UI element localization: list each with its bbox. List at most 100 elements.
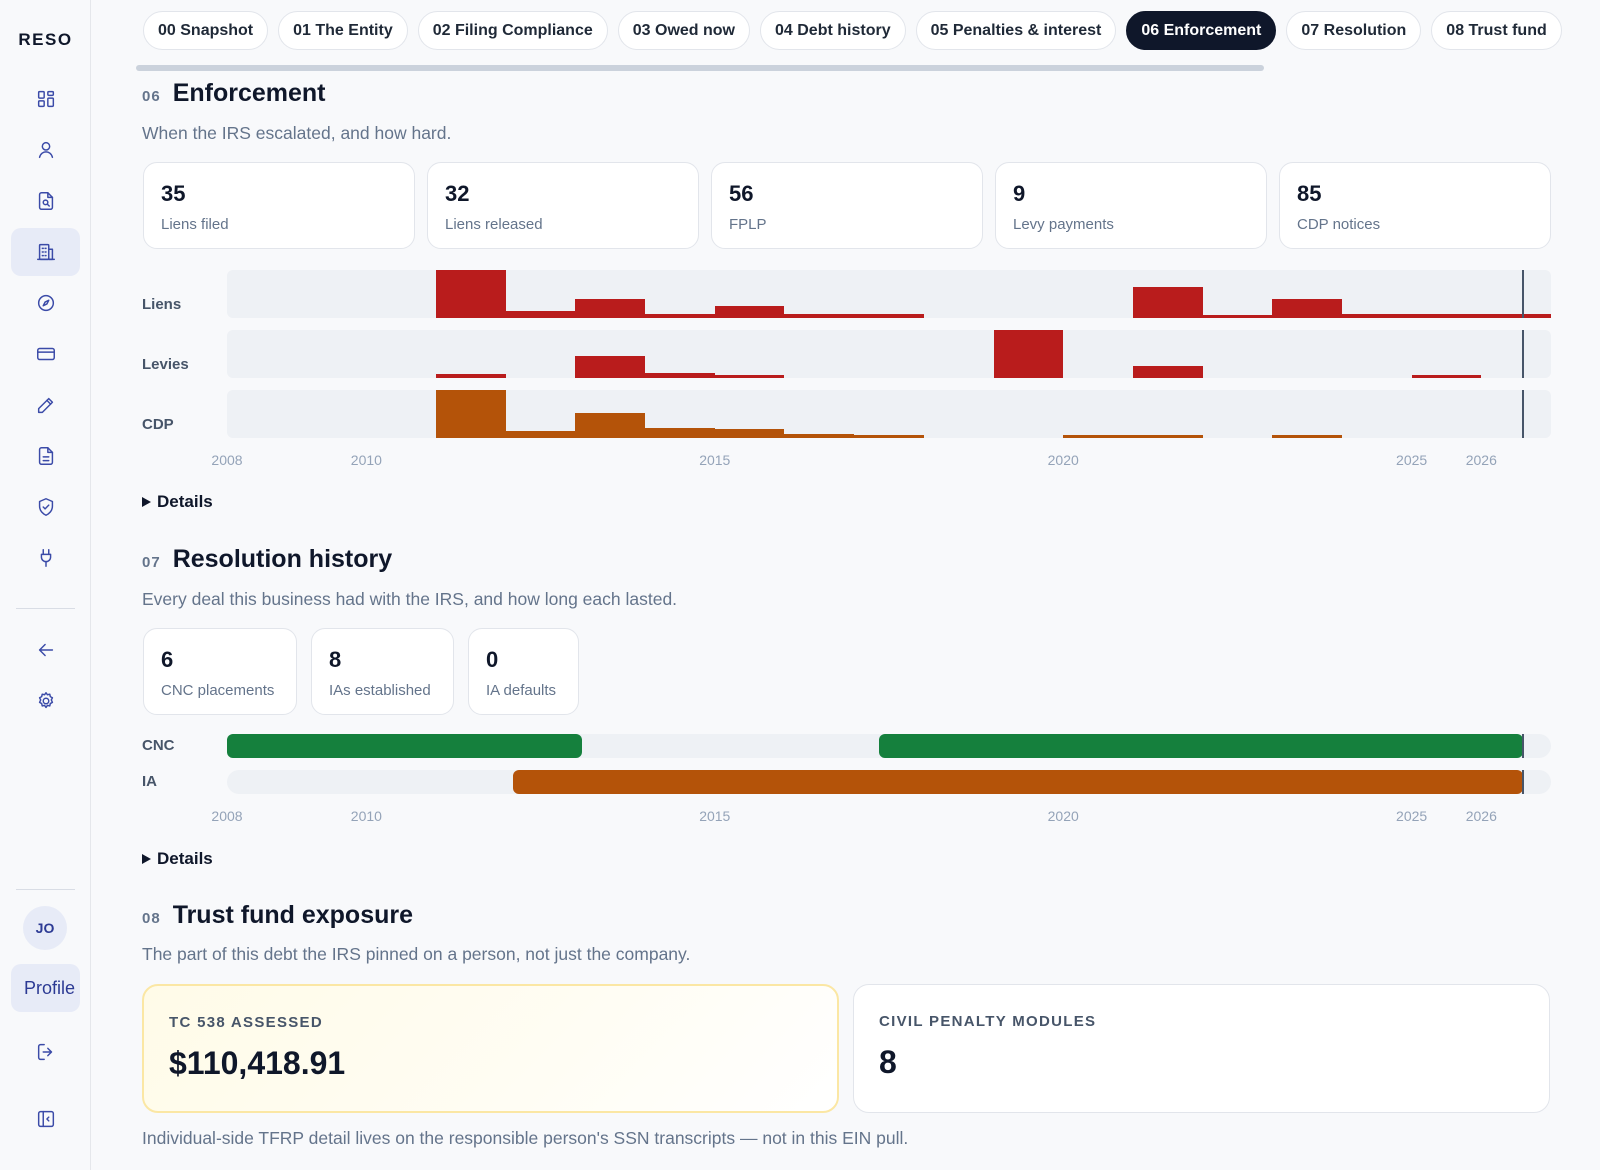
bar-liens-2014	[645, 314, 715, 318]
arrow-left-icon	[38, 643, 53, 657]
tab-owed-now[interactable]: 03 Owed now	[617, 11, 750, 50]
bar-cdp-2012	[505, 430, 576, 438]
nav-back[interactable]	[11, 626, 80, 674]
tabs-scrollbar[interactable]	[136, 65, 1264, 71]
tab-the-entity[interactable]: 01 The Entity	[278, 11, 408, 50]
resolution-details-toggle[interactable]: Details	[142, 849, 213, 869]
stat-card-cnc-placements: 6 CNC placements	[143, 628, 297, 715]
compass-icon	[37, 294, 54, 312]
nav-settings[interactable]	[11, 677, 80, 725]
bar-liens-2022	[1202, 315, 1273, 318]
tab-debt-history[interactable]: 04 Debt history	[760, 11, 906, 50]
now-marker	[1522, 770, 1525, 794]
nav-file[interactable]	[11, 432, 80, 480]
sidebar-toggle-icon	[37, 1110, 54, 1128]
stat-card-levy-payments: 9 Levy payments	[995, 162, 1267, 249]
stat-label: CDP notices	[1297, 216, 1381, 233]
building-icon	[36, 243, 55, 261]
tab-enforcement[interactable]: 06 Enforcement	[1126, 11, 1277, 50]
stat-card-ias-established: 8 IAs established	[311, 628, 454, 715]
card-label: TC 538 ASSESSED	[169, 1014, 323, 1031]
bar-liens-2017	[854, 314, 924, 318]
now-marker	[1522, 734, 1525, 758]
bar-cdp-2014	[645, 428, 715, 438]
stat-value: 32	[445, 181, 470, 206]
resolution-header: 07 Resolution history	[142, 545, 392, 574]
year-tick-2020: 2020	[1047, 808, 1079, 824]
nav-shield[interactable]	[11, 483, 80, 531]
sidebar-divider	[16, 608, 75, 609]
year-tick-2010: 2010	[350, 808, 382, 824]
nav-dashboard[interactable]	[11, 75, 80, 123]
dashboard-icon	[37, 90, 54, 108]
now-marker	[1522, 330, 1525, 378]
tab-resolution[interactable]: 07 Resolution	[1286, 11, 1422, 50]
stat-value: 35	[161, 181, 186, 206]
enforcement-details-toggle[interactable]: Details	[142, 492, 213, 512]
span-cnc-1	[878, 734, 1524, 758]
bar-cdp-2020	[1063, 435, 1133, 438]
section-title: Resolution history	[172, 545, 393, 573]
avatar[interactable]: JO	[23, 906, 67, 950]
bar-levies-2015	[714, 375, 785, 378]
bar-liens-2016	[784, 314, 855, 318]
nav-edit[interactable]	[11, 381, 80, 429]
tc538-assessed-card: TC 538 ASSESSED $110,418.91	[142, 984, 839, 1113]
year-tick-2010: 2010	[350, 452, 382, 468]
span-ia-0	[512, 770, 1524, 794]
sidebar: RESO JO Profile	[0, 0, 91, 1170]
file-text-icon	[38, 447, 53, 465]
track-levies	[227, 330, 1551, 378]
stat-value: 9	[1013, 181, 1026, 206]
section-subtitle: Every deal this business had with the IR…	[142, 589, 678, 609]
logout-button[interactable]	[11, 1028, 80, 1076]
section-subtitle: The part of this debt the IRS pinned on …	[142, 944, 691, 964]
year-tick-2025: 2025	[1396, 808, 1428, 824]
nav-document-search[interactable]	[11, 177, 80, 225]
bar-levies-2019	[993, 330, 1064, 378]
card-value: $110,418.91	[169, 1045, 346, 1081]
bar-liens-2021	[1132, 286, 1203, 318]
nav-payments[interactable]	[11, 330, 80, 378]
plug-icon	[40, 549, 51, 567]
details-label: Details	[157, 492, 213, 511]
year-tick-2015: 2015	[699, 452, 731, 468]
logout-icon	[37, 1043, 52, 1061]
stat-label: FPLP	[729, 216, 767, 233]
year-tick-2015: 2015	[699, 808, 731, 824]
shield-check-icon	[38, 498, 53, 516]
tab-penalties-interest[interactable]: 05 Penalties & interest	[915, 11, 1117, 50]
card-label: CIVIL PENALTY MODULES	[879, 1013, 1097, 1030]
bar-cdp-2021	[1132, 435, 1203, 438]
tab-trust-fund[interactable]: 08 Trust fund	[1431, 11, 1562, 50]
nav-building[interactable]	[11, 228, 80, 276]
year-tick-2026: 2026	[1465, 452, 1497, 468]
stat-label: Liens released	[445, 216, 543, 233]
track-liens	[227, 270, 1551, 318]
section-number: 07	[142, 554, 161, 571]
bar-cdp-2023	[1272, 435, 1342, 438]
user-icon	[38, 141, 53, 159]
stat-card-ia-defaults: 0 IA defaults	[468, 628, 579, 715]
tab-filing-compliance[interactable]: 02 Filing Compliance	[417, 11, 608, 50]
credit-card-icon	[36, 347, 55, 361]
collapse-sidebar-button[interactable]	[11, 1095, 80, 1143]
track-cdp	[227, 390, 1551, 438]
tab-snapshot[interactable]: 00 Snapshot	[143, 11, 269, 50]
nav-compass[interactable]	[11, 279, 80, 327]
settings-icon	[38, 692, 53, 709]
stat-value: 6	[161, 647, 174, 672]
year-tick-2020: 2020	[1047, 452, 1079, 468]
nav-integrations[interactable]	[11, 534, 80, 582]
app-logo: RESO	[18, 30, 73, 49]
row-label-liens: Liens	[142, 296, 182, 313]
nav-user[interactable]	[11, 126, 80, 174]
stat-value: 8	[329, 647, 342, 672]
pencil-icon	[37, 397, 53, 414]
bar-liens-2026	[1481, 314, 1551, 318]
row-label-ia: IA	[142, 773, 157, 790]
row-label-levies: Levies	[142, 356, 189, 373]
disclosure-triangle-icon	[142, 497, 151, 507]
profile-button[interactable]: Profile	[11, 964, 80, 1012]
stat-card-cdp-notices: 85 CDP notices	[1279, 162, 1551, 249]
